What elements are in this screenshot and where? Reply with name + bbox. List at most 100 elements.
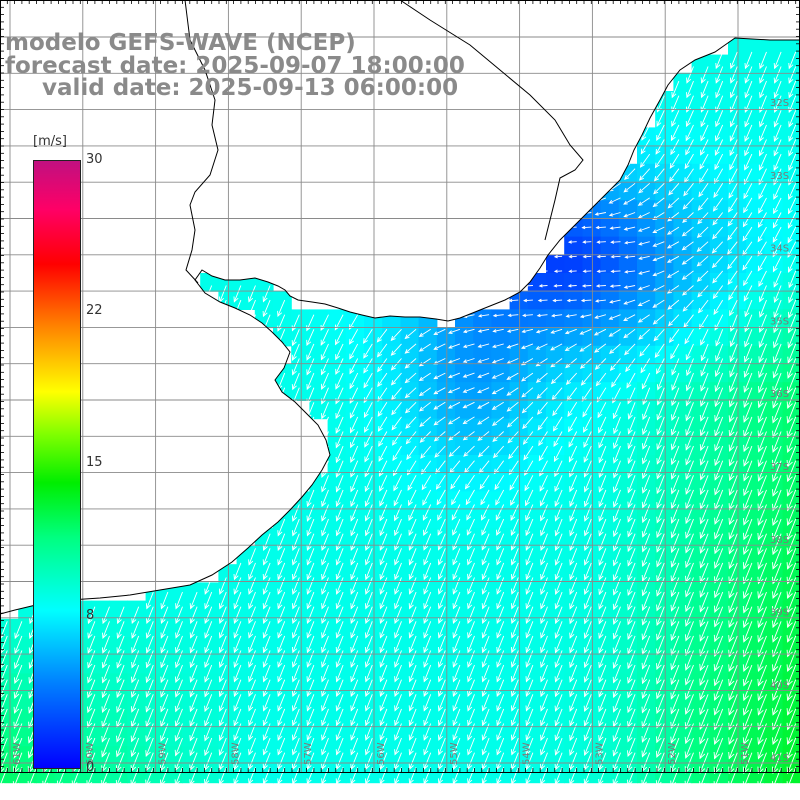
wind-cell xyxy=(600,509,620,529)
wind-arrow xyxy=(656,387,665,406)
wind-arrow xyxy=(507,313,519,318)
wind-arrow xyxy=(321,504,329,522)
wind-arrow xyxy=(335,533,344,552)
wind-arrow xyxy=(743,489,753,511)
wind-arrow xyxy=(757,489,767,512)
wind-arrow xyxy=(306,548,315,566)
wind-cell xyxy=(764,291,784,310)
wind-cell xyxy=(618,400,638,420)
wind-cell xyxy=(491,728,511,747)
wind-cell xyxy=(582,491,602,511)
wind-arrow xyxy=(609,343,621,354)
wind-arrow xyxy=(742,212,753,228)
wind-cell xyxy=(709,564,729,583)
wind-cell xyxy=(418,728,438,747)
wind-arrow xyxy=(582,254,592,259)
wind-arrow xyxy=(714,358,724,378)
wind-arrow xyxy=(495,504,505,521)
wind-cell xyxy=(782,218,800,238)
wind-cell xyxy=(618,527,638,547)
wind-arrow xyxy=(656,533,665,553)
wind-arrow xyxy=(350,460,359,478)
wind-cell xyxy=(0,691,19,711)
wind-cell xyxy=(637,182,656,201)
wind-cell xyxy=(564,764,583,784)
wind-cell xyxy=(746,527,765,547)
wind-cell xyxy=(564,455,583,474)
wind-arrow xyxy=(538,284,548,288)
wind-cell xyxy=(345,491,365,511)
wind-cell xyxy=(582,600,602,620)
wind-cell xyxy=(564,582,583,602)
wind-cell xyxy=(345,382,365,401)
wind-arrow xyxy=(377,343,388,358)
wind-arrow xyxy=(418,372,431,382)
longitude-label: 55W xyxy=(449,742,460,765)
wind-cell xyxy=(673,509,693,529)
wind-arrow xyxy=(656,548,665,568)
wind-arrow xyxy=(670,577,680,598)
wind-arrow xyxy=(714,445,724,467)
wind-cell xyxy=(473,455,492,474)
wind-cell xyxy=(527,746,547,765)
wind-cell xyxy=(637,382,656,401)
wind-arrow xyxy=(641,475,651,494)
wind-cell xyxy=(273,746,292,765)
wind-arrow xyxy=(583,416,592,433)
wind-arrow xyxy=(523,445,534,461)
wind-cell xyxy=(600,345,620,365)
wind-arrow xyxy=(481,518,490,536)
wind-cell xyxy=(91,600,110,620)
wind-arrow xyxy=(623,197,636,205)
wind-arrow xyxy=(728,489,738,511)
wind-arrow xyxy=(420,445,432,459)
wind-cell xyxy=(564,364,583,383)
wind-cell xyxy=(0,618,19,638)
wind-arrow xyxy=(521,372,534,382)
wind-cell xyxy=(764,54,784,74)
wind-cell xyxy=(618,273,638,292)
wind-arrow xyxy=(277,591,286,610)
wind-arrow xyxy=(390,372,402,386)
wind-cell xyxy=(200,655,219,674)
wind-cell xyxy=(546,527,565,547)
wind-arrow xyxy=(700,343,709,362)
wind-arrow xyxy=(248,562,256,581)
wind-arrow xyxy=(335,343,344,361)
wind-cell xyxy=(418,709,438,729)
wind-cell xyxy=(764,655,784,674)
wind-cell xyxy=(709,637,729,656)
wind-cell xyxy=(455,728,474,747)
wind-arrow xyxy=(714,139,724,156)
wind-cell xyxy=(200,728,219,747)
wind-arrow xyxy=(714,460,724,481)
wind-cell xyxy=(637,218,656,238)
wind-cell xyxy=(91,655,110,674)
wind-cell xyxy=(455,364,474,383)
wind-cell xyxy=(691,109,711,128)
wind-arrow xyxy=(493,460,505,475)
wind-arrow xyxy=(744,153,753,171)
wind-cell xyxy=(309,327,329,347)
wind-arrow xyxy=(291,329,300,347)
wind-arrow xyxy=(670,124,680,142)
wind-arrow xyxy=(699,562,709,584)
wind-cell xyxy=(509,600,529,620)
wind-arrow xyxy=(510,518,519,536)
wind-cell xyxy=(564,309,583,329)
wind-arrow xyxy=(642,416,651,436)
wind-arrow xyxy=(786,416,797,439)
wind-cell xyxy=(728,637,747,656)
wind-arrow xyxy=(404,387,417,399)
wind-arrow xyxy=(539,269,548,273)
wind-arrow xyxy=(700,66,709,84)
wind-arrow xyxy=(715,80,724,99)
wind-arrow xyxy=(685,533,694,554)
wind-cell xyxy=(309,655,329,674)
wind-cell xyxy=(145,709,165,729)
wind-arrow xyxy=(772,416,782,439)
wind-arrow xyxy=(666,270,680,278)
wind-arrow xyxy=(641,518,651,538)
wind-arrow xyxy=(627,562,636,582)
wind-arrow xyxy=(583,533,592,552)
